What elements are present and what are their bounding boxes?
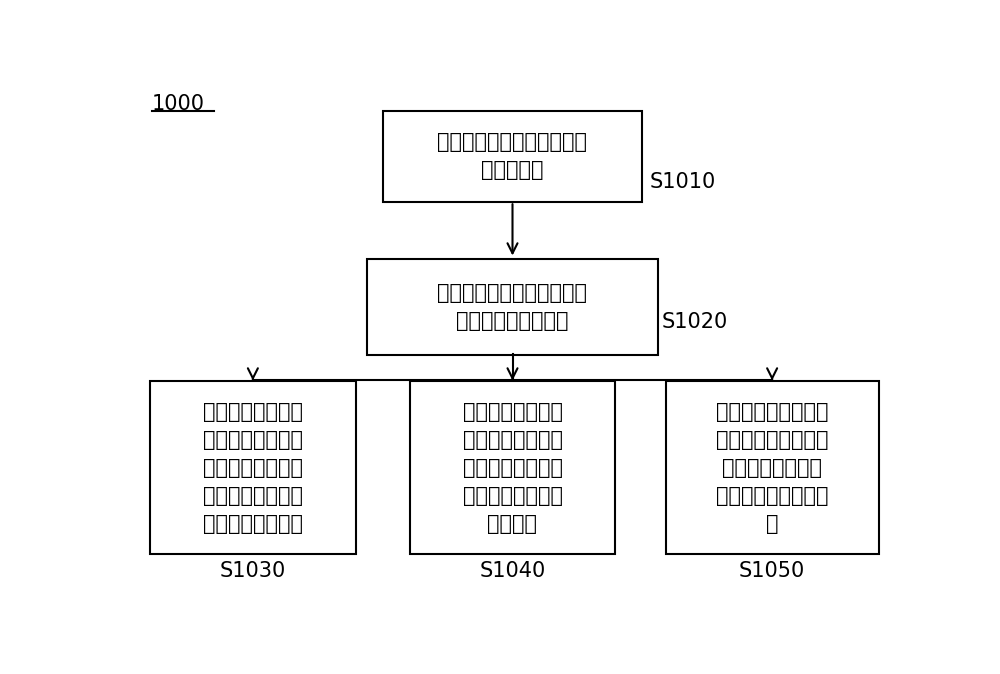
Text: S1040: S1040 [479,561,546,581]
Text: 当通信部件处于第
二连接状态时，控
制状态图标在显示
部件上以第二显示
效果显示: 当通信部件处于第 二连接状态时，控 制状态图标在显示 部件上以第二显示 效果显示 [462,402,562,534]
Text: S1020: S1020 [662,312,728,332]
Text: S1050: S1050 [739,561,805,581]
Text: 当通信部件处于中间
连接状态时，控制状
态图标在至少两个
中间显示效果轮流显
示: 当通信部件处于中间 连接状态时，控制状 态图标在至少两个 中间显示效果轮流显 示 [716,402,828,534]
Bar [150,381,356,555]
Text: 根据判断结果控制状态图标
在显示部件上的显示: 根据判断结果控制状态图标 在显示部件上的显示 [438,282,588,331]
Text: S1010: S1010 [650,172,716,192]
Bar [666,381,879,555]
Text: 当通信部件处于第
一连接状态时，不
显示或控制状态图
标在显示部件上以
第一显示效果显示: 当通信部件处于第 一连接状态时，不 显示或控制状态图 标在显示部件上以 第一显示… [203,402,303,534]
Bar [410,381,615,555]
Bar [367,259,658,355]
Text: 1000: 1000 [152,94,205,114]
Text: 判断通信部件的连接状态产
生判断结果: 判断通信部件的连接状态产 生判断结果 [438,132,588,180]
Bar [383,111,642,202]
Text: S1030: S1030 [220,561,286,581]
